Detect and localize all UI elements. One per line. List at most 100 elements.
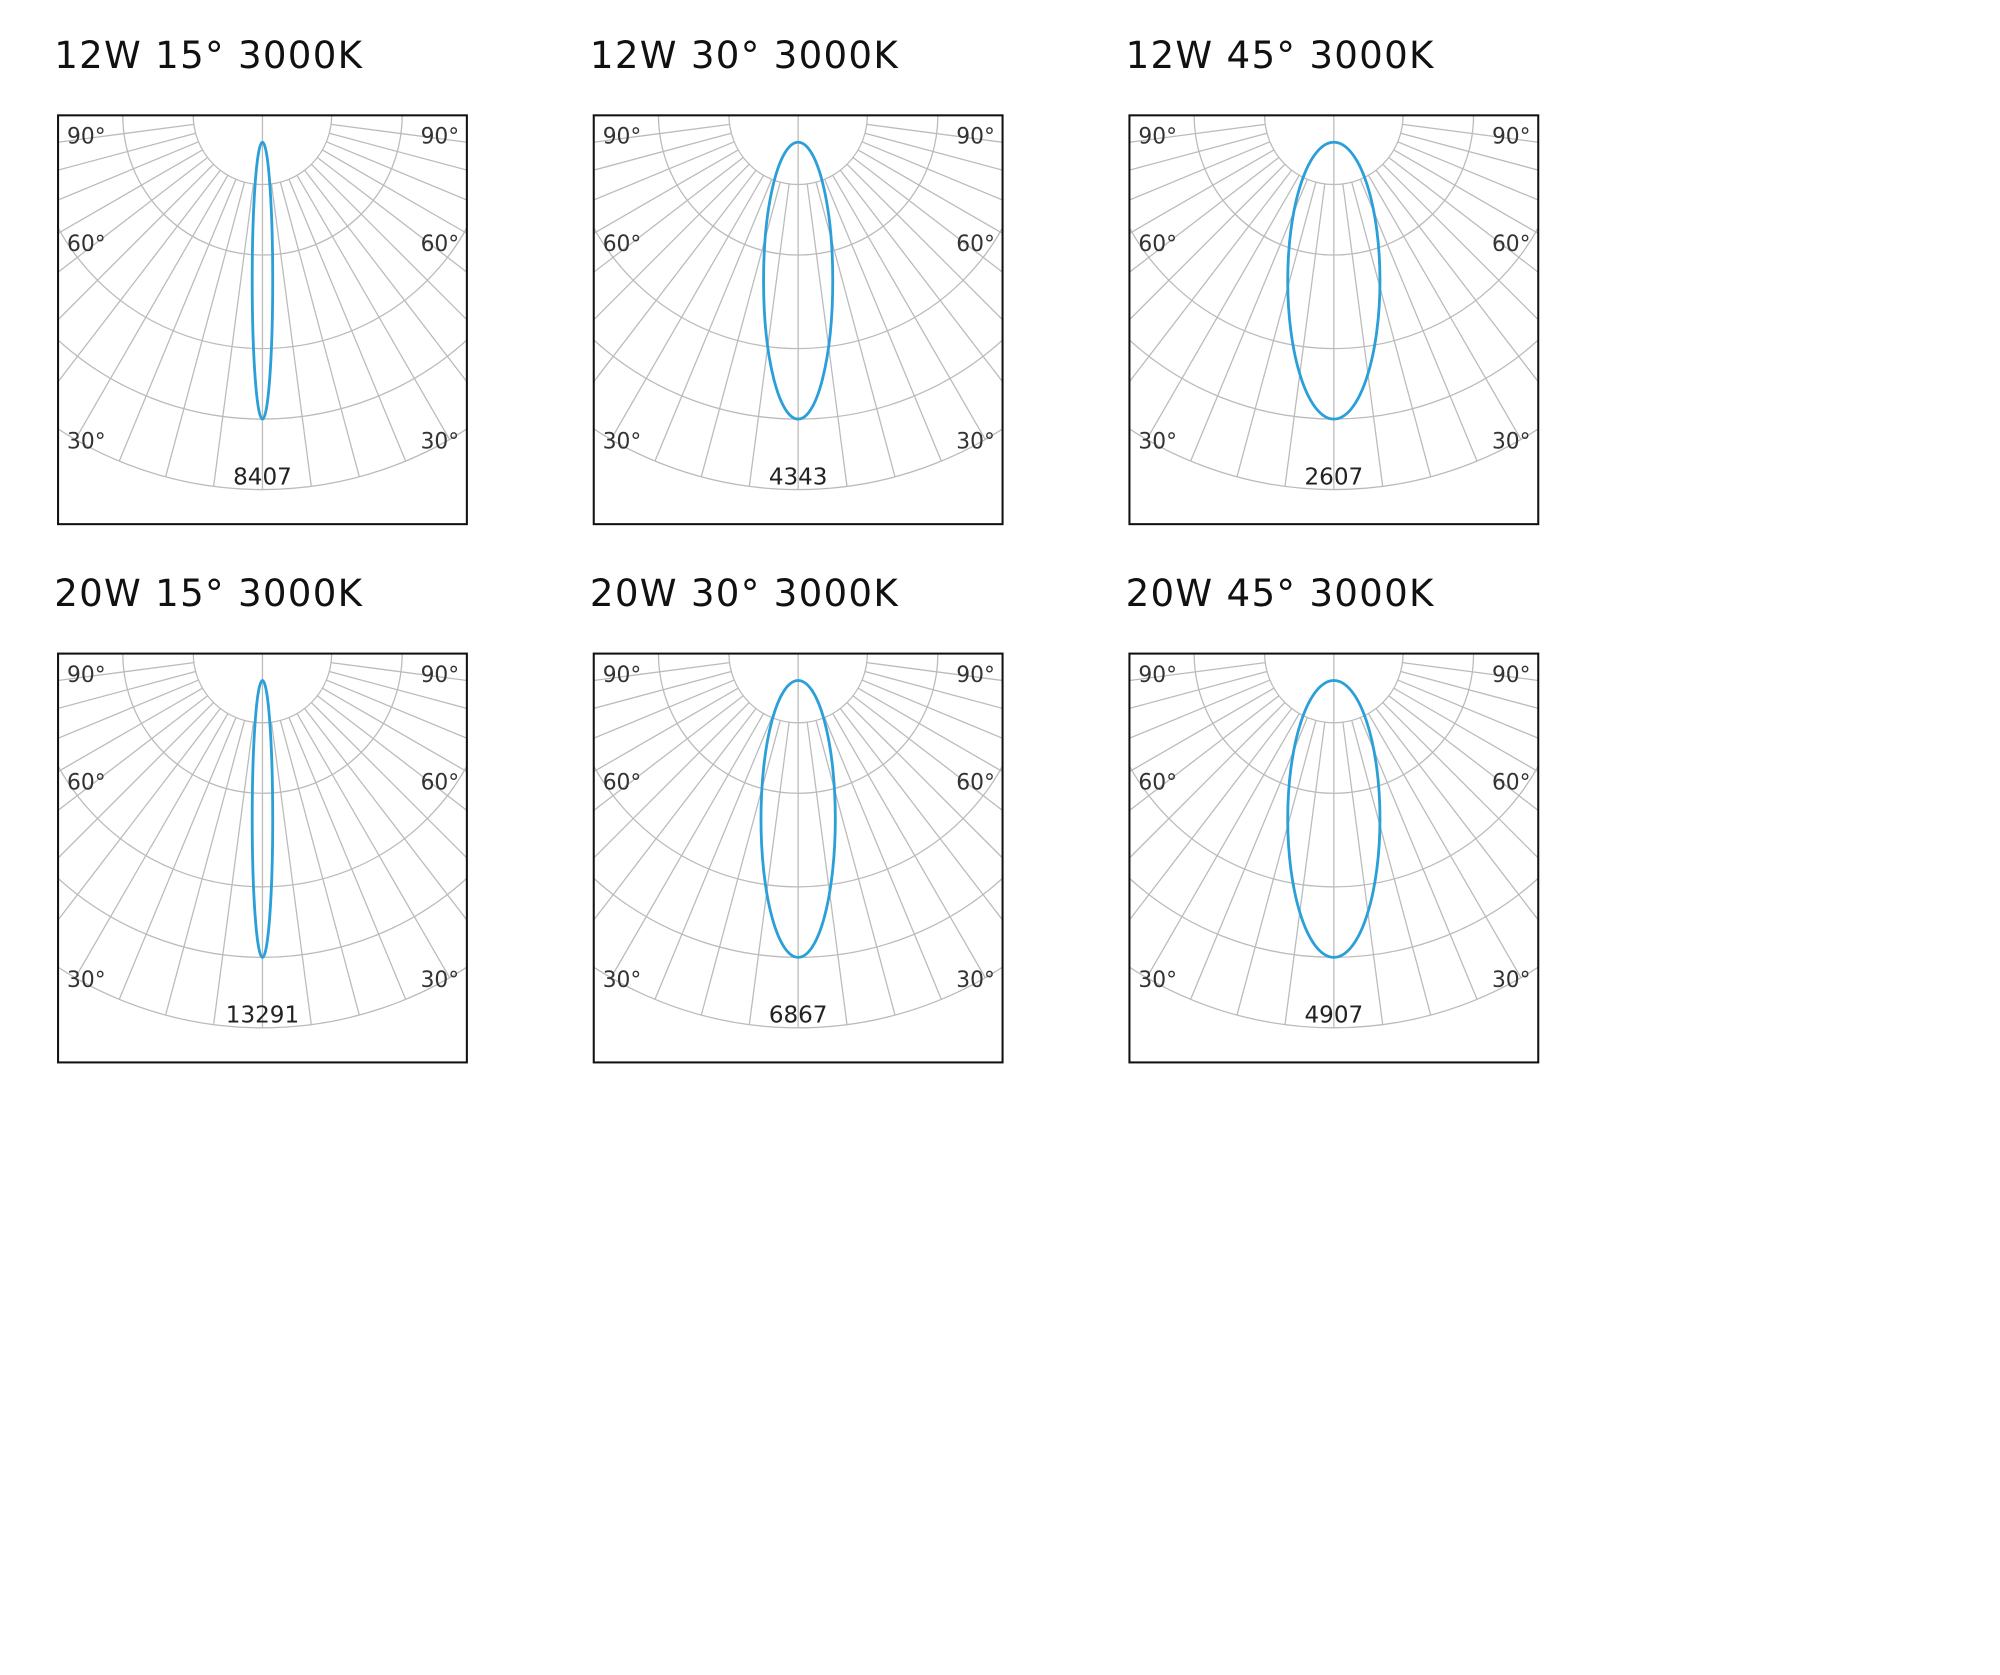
grid-ray <box>288 179 407 462</box>
grid-ray <box>310 163 467 321</box>
grid-ray <box>74 174 229 440</box>
angle-label: 90° <box>1138 125 1177 150</box>
grid-ray <box>58 687 203 773</box>
angle-label: 90° <box>67 125 106 150</box>
grid-ray <box>839 708 1003 922</box>
grid-ray <box>74 713 229 978</box>
grid-ray <box>654 179 773 462</box>
grid-ray <box>316 156 467 273</box>
grid-ray <box>1129 687 1275 773</box>
panel-title: 12W 30° 3000K <box>590 34 899 77</box>
grid-ray <box>304 169 467 383</box>
polar-panel: 12W 30° 3000K 90° 90° 60° 60° 30° 30° 4343 <box>590 34 1004 526</box>
grid-ray <box>58 670 196 710</box>
grid-ray <box>593 156 744 273</box>
grid-ray <box>118 179 237 462</box>
grid-ray <box>1351 720 1432 1016</box>
grid-ray <box>58 132 196 171</box>
grid-ray <box>304 708 467 922</box>
grid-ray <box>58 149 203 235</box>
angle-label: 60° <box>1492 770 1531 795</box>
panel-frame <box>1128 114 1540 526</box>
panel-frame <box>1128 652 1540 1064</box>
grid-ray <box>1129 169 1293 383</box>
panel-title: 20W 15° 3000K <box>54 572 363 615</box>
grid-ray <box>866 123 1003 143</box>
grid-ray <box>1190 717 1308 1000</box>
grid-ray <box>1146 174 1300 440</box>
angle-label: 60° <box>67 232 106 257</box>
grid-ray <box>316 695 467 812</box>
grid-ray <box>1129 670 1268 710</box>
grid-ray <box>326 679 467 739</box>
grid-ray <box>1236 720 1317 1016</box>
grid-ray <box>1402 661 1539 682</box>
angle-label: 60° <box>956 770 995 795</box>
grid-ray <box>593 702 750 859</box>
angle-label: 90° <box>603 125 642 150</box>
grid-ray <box>279 720 360 1016</box>
angle-label: 60° <box>421 770 460 795</box>
panel-frame <box>57 652 468 1064</box>
grid-ray <box>1400 670 1539 710</box>
grid-ray <box>593 149 739 235</box>
grid-ray <box>1382 163 1539 321</box>
angle-label: 30° <box>1138 430 1177 455</box>
angle-label: 90° <box>67 663 106 688</box>
angle-label: 60° <box>603 770 642 795</box>
panel-title: 12W 45° 3000K <box>1126 34 1435 77</box>
grid-ray <box>58 661 194 682</box>
grid-ray <box>58 123 194 143</box>
grid-ray <box>1393 687 1539 773</box>
peak-value: 4907 <box>1305 1003 1364 1029</box>
angle-label: 90° <box>956 663 995 688</box>
grid-ray <box>1129 708 1293 922</box>
angle-label: 30° <box>1492 430 1531 455</box>
grid-ray <box>1382 702 1539 859</box>
angle-label: 30° <box>1138 968 1177 993</box>
beam-curve <box>759 679 837 959</box>
angle-label: 30° <box>67 430 106 455</box>
grid-ray <box>1284 722 1326 1025</box>
grid-ray <box>593 141 735 201</box>
grid-ray <box>58 695 208 812</box>
grid-ray <box>322 149 467 235</box>
grid-ray <box>1236 182 1317 477</box>
angle-label: 90° <box>956 125 995 150</box>
grid-ray <box>330 661 467 682</box>
grid-ray <box>1375 169 1539 383</box>
grid-ray <box>1400 132 1539 171</box>
polar-panel: 20W 45° 3000K 90° 90° 60° 60° 30° 30° 4907 <box>1126 572 1540 1064</box>
grid-ray <box>270 183 312 487</box>
grid-ray <box>1342 183 1384 487</box>
grid-ray <box>1129 123 1266 143</box>
beam-curve <box>1286 679 1382 959</box>
grid-ray <box>1129 679 1271 739</box>
grid-ray <box>1129 695 1280 812</box>
grid-ray <box>270 722 312 1025</box>
grid-ray <box>58 169 221 383</box>
grid-ray <box>832 174 986 440</box>
grid-ray <box>832 713 986 978</box>
angle-label: 90° <box>1138 663 1177 688</box>
grid-ray <box>593 679 735 739</box>
grid-ray <box>330 123 467 143</box>
beam-curve <box>250 140 275 421</box>
grid-ray <box>593 670 732 710</box>
angle-label: 90° <box>421 125 460 150</box>
polar-panel: 12W 45° 3000K 90° 90° 60° 60° 30° 30° 2607 <box>1126 34 1540 526</box>
grid-ray <box>1388 695 1539 812</box>
grid-ray <box>118 717 237 1000</box>
grid-ray <box>846 702 1003 859</box>
grid-ray <box>1388 156 1539 273</box>
grid-ray <box>866 661 1003 682</box>
grid-ray <box>1129 661 1266 682</box>
grid-ray <box>839 169 1003 383</box>
grid-ray <box>1367 174 1522 440</box>
grid-ray <box>212 183 255 487</box>
grid-ray <box>1129 132 1268 171</box>
angle-label: 90° <box>1492 125 1531 150</box>
angle-label: 60° <box>956 232 995 257</box>
polar-grid <box>593 653 1003 1029</box>
beam-curve <box>250 679 275 959</box>
